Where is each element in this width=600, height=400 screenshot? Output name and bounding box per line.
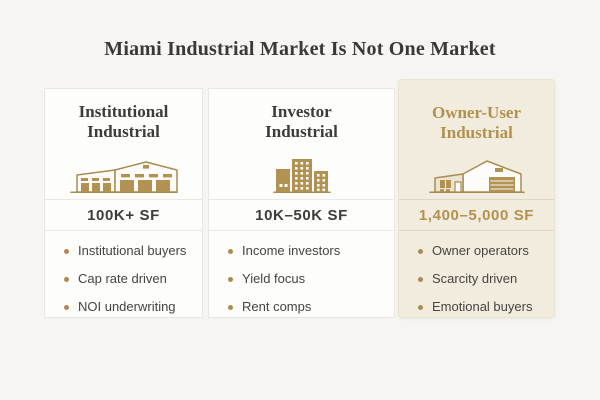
size-range: 1,400–5,000 SF (399, 200, 554, 231)
bullet-text: NOI underwriting (78, 298, 176, 314)
column-header-line2: Industrial (440, 123, 513, 143)
bullet-list: Income investors Yield focus Rent comps (228, 242, 394, 317)
icon-wrap (272, 142, 331, 199)
column-card-institutional: Institutional Industrial (44, 88, 203, 318)
bullet-item: Rent comps (228, 298, 394, 317)
bullet-text: Rent comps (242, 298, 312, 314)
bullet-list: Owner operators Scarcity driven Emotiona… (418, 242, 554, 317)
column-header: Investor Industrial (265, 102, 338, 142)
icon-wrap (428, 143, 525, 199)
bullet-dot-icon (228, 304, 233, 310)
column-header-line2: Industrial (87, 122, 160, 142)
column-header-line2: Industrial (265, 122, 338, 142)
column-head-section: Owner-User Industrial (399, 80, 554, 200)
bullet-item: Yield focus (228, 270, 394, 289)
warehouse-perspective-icon (69, 161, 178, 194)
bullet-dot-icon (64, 276, 69, 282)
bullet-dot-icon (228, 249, 233, 254)
column-head-section: Institutional Industrial (45, 89, 202, 200)
bullet-text: Cap rate driven (78, 270, 167, 286)
bullet-dot-icon (418, 304, 423, 310)
bullet-item: Emotional buyers (418, 298, 554, 317)
column-header-line1: Investor (271, 102, 332, 121)
bullet-list: Institutional buyers Cap rate driven NOI… (64, 242, 202, 317)
bullet-text: Income investors (242, 243, 341, 258)
column-head-section: Investor Industrial (209, 89, 394, 200)
bullet-section: Income investors Yield focus Rent comps (209, 231, 394, 326)
bullet-text: Institutional buyers (78, 243, 187, 258)
bullet-text: Yield focus (242, 270, 306, 286)
bullet-item: Institutional buyers (64, 242, 202, 261)
column-card-owner-user: Owner-User Industrial 1,400–5,000 SF (398, 79, 555, 318)
bullet-item: Cap rate driven (64, 270, 202, 289)
bullet-text: Owner operators (432, 243, 529, 258)
column-header-line1: Institutional (78, 102, 169, 121)
bullet-dot-icon (228, 276, 233, 282)
bullet-item: Income investors (228, 242, 394, 261)
bullet-item: Scarcity driven (418, 270, 554, 289)
icon-wrap (68, 142, 180, 199)
bullet-section: Owner operators Scarcity driven Emotiona… (399, 231, 554, 326)
size-range: 100K+ SF (45, 200, 202, 231)
garage-warehouse-icon (428, 160, 525, 194)
bullet-dot-icon (418, 276, 423, 282)
column-card-investor: Investor Industrial (208, 88, 395, 318)
bullet-dot-icon (418, 249, 423, 254)
column-header-line1: Owner-User (431, 103, 522, 122)
bullet-section: Institutional buyers Cap rate driven NOI… (45, 231, 202, 326)
bullet-item: NOI underwriting (64, 298, 202, 317)
city-buildings-icon (272, 159, 331, 194)
bullet-dot-icon (64, 249, 69, 254)
bullet-dot-icon (64, 304, 69, 310)
bullet-text: Emotional buyers (432, 298, 533, 314)
bullet-item: Owner operators (418, 242, 554, 261)
size-range: 10K–50K SF (209, 200, 394, 231)
page-title: Miami Industrial Market Is Not One Marke… (104, 38, 496, 60)
column-header: Owner-User Industrial (432, 103, 521, 143)
column-header: Institutional Industrial (79, 102, 169, 142)
bullet-text: Scarcity driven (432, 270, 518, 286)
